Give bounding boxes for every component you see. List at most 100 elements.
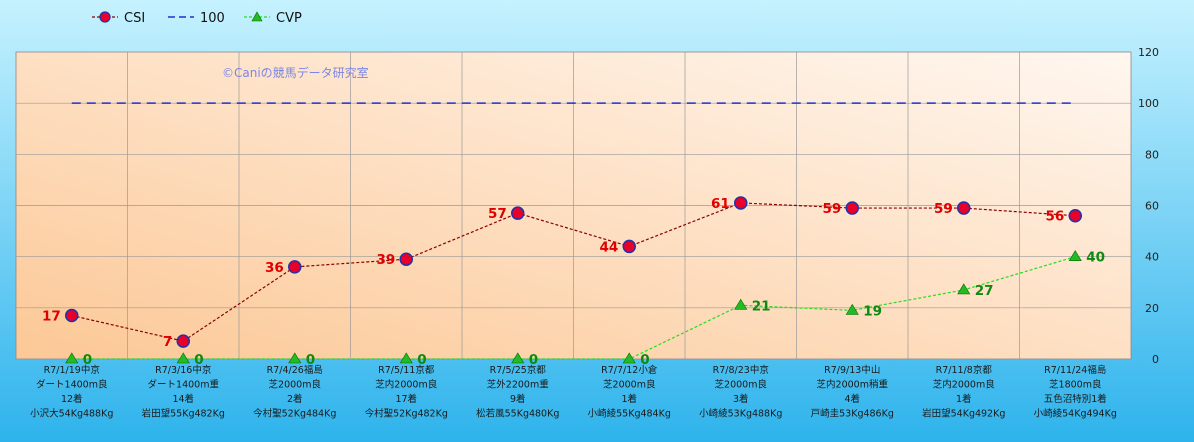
cvp-point [957,283,971,295]
y-tick-label: 100 [1138,97,1159,110]
cvp-data-label: 0 [83,352,92,368]
y-tick-label: 80 [1145,148,1159,161]
csi-point [399,252,413,266]
cvp-data-label: 0 [306,352,315,368]
x-tick-label-line: R7/5/11京都 [378,364,435,376]
x-tick-label-line: 9着 [510,393,526,405]
cvp-data-label: 19 [863,303,882,319]
series-line-cvp [71,256,1076,360]
cvp-point [622,352,636,364]
x-tick-label-line: 4着 [844,393,860,405]
x-tick-label-line: ダート1400m重 [148,379,220,391]
x-tick-label-line: 芝2000m良 [603,379,656,391]
x-tick-label-line: 小崎綾53Kg488Kg [699,408,782,420]
csi-point [176,334,190,348]
cvp-point [845,303,859,315]
csi-point [622,239,636,254]
x-tick-label-line: 芝内2000m稍重 [817,379,889,391]
x-tick-label-line: 12着 [61,393,83,405]
x-tick-label-line: 芝内2000m良 [933,379,995,391]
series-line-csi [71,202,1076,342]
cvp-data-label: 0 [417,352,426,368]
legend-label: 100 [200,11,225,26]
cvp-data-label: 21 [752,298,771,314]
x-tick-label-line: R7/8/23中京 [713,364,769,376]
csi-data-label: 39 [376,252,395,268]
x-tick-label-line: R7/1/19中京 [44,364,100,376]
legend-swatch-marker [251,11,263,22]
y-tick-label: 20 [1145,302,1159,315]
x-tick-label-line: R7/11/8京都 [936,364,993,376]
x-tick-label-line: 小沢大54Kg488Kg [30,408,113,420]
x-tick-label-line: 1着 [621,393,637,405]
csi-data-label: 56 [1045,209,1064,225]
csi-data-label: 59 [934,201,953,217]
csi-point [65,308,79,323]
cvp-data-label: 0 [529,352,538,368]
x-tick-label-line: 今村聖52Kg484Kg [253,408,336,420]
x-tick-label-line: R7/5/25京都 [490,364,547,376]
x-tick-label-line: 岩田望55Kg482Kg [142,408,225,420]
x-tick-label-line: 芝2000m良 [269,379,322,391]
x-tick-label-line: 五色沼特別1着 [1044,393,1107,405]
y-tick-label: 60 [1145,200,1159,213]
cvp-point [288,352,302,364]
csi-data-label: 61 [711,196,730,212]
x-tick-label-line: 2着 [287,393,303,405]
csi-data-label: 57 [488,206,507,222]
cvp-data-label: 0 [194,352,203,368]
y-tick-label: 0 [1152,353,1159,366]
csi-data-label: 44 [599,239,618,255]
csi-data-label: 59 [822,201,841,217]
x-tick-label-line: ダート1400m良 [36,379,108,391]
cvp-point [734,298,748,310]
x-tick-label-line: R7/11/24福島 [1044,364,1106,376]
x-tick-label-line: 17着 [395,393,417,405]
x-tick-label-line: 小崎綾55Kg484Kg [588,408,671,420]
csi-point [1068,208,1082,223]
cvp-data-label: 27 [975,283,994,299]
csi-point [845,201,859,215]
cvp-point [65,352,79,364]
x-tick-label-line: 14着 [172,393,194,405]
cvp-point [399,352,413,364]
legend-item-cvp: CVP [244,11,302,26]
x-tick-label-line: 3着 [733,393,749,405]
csi-point [734,196,748,210]
x-tick-label-line: 小崎綾54Kg494Kg [1034,408,1117,420]
watermark: ©Caniの競馬データ研究室 [222,65,369,80]
csi-data-label: 7 [163,334,172,350]
y-tick-label: 120 [1138,46,1159,59]
csi-data-label: 36 [265,260,284,276]
x-tick-label-line: R7/4/26福島 [267,364,323,376]
x-tick-label-line: 松若風55Kg480Kg [476,408,559,420]
legend-label: CVP [276,11,302,26]
cvp-point [1068,250,1082,261]
cvp-point [176,352,190,364]
x-tick-label-line: 1着 [956,393,972,405]
cvp-data-label: 0 [640,352,649,368]
x-tick-label-line: 芝外2200m重 [487,379,549,391]
csi-point [511,206,525,220]
cvp-point [511,352,525,364]
legend-item-ref: 100 [168,11,225,26]
cvp-data-label: 40 [1086,250,1105,266]
x-tick-label-line: 今村聖52Kg482Kg [365,408,448,420]
csi-data-label: 17 [42,309,61,325]
x-tick-label-line: 芝2000m良 [715,379,768,391]
legend-label: CSI [124,11,145,26]
y-tick-label: 40 [1145,251,1159,264]
csi-point [288,260,302,274]
